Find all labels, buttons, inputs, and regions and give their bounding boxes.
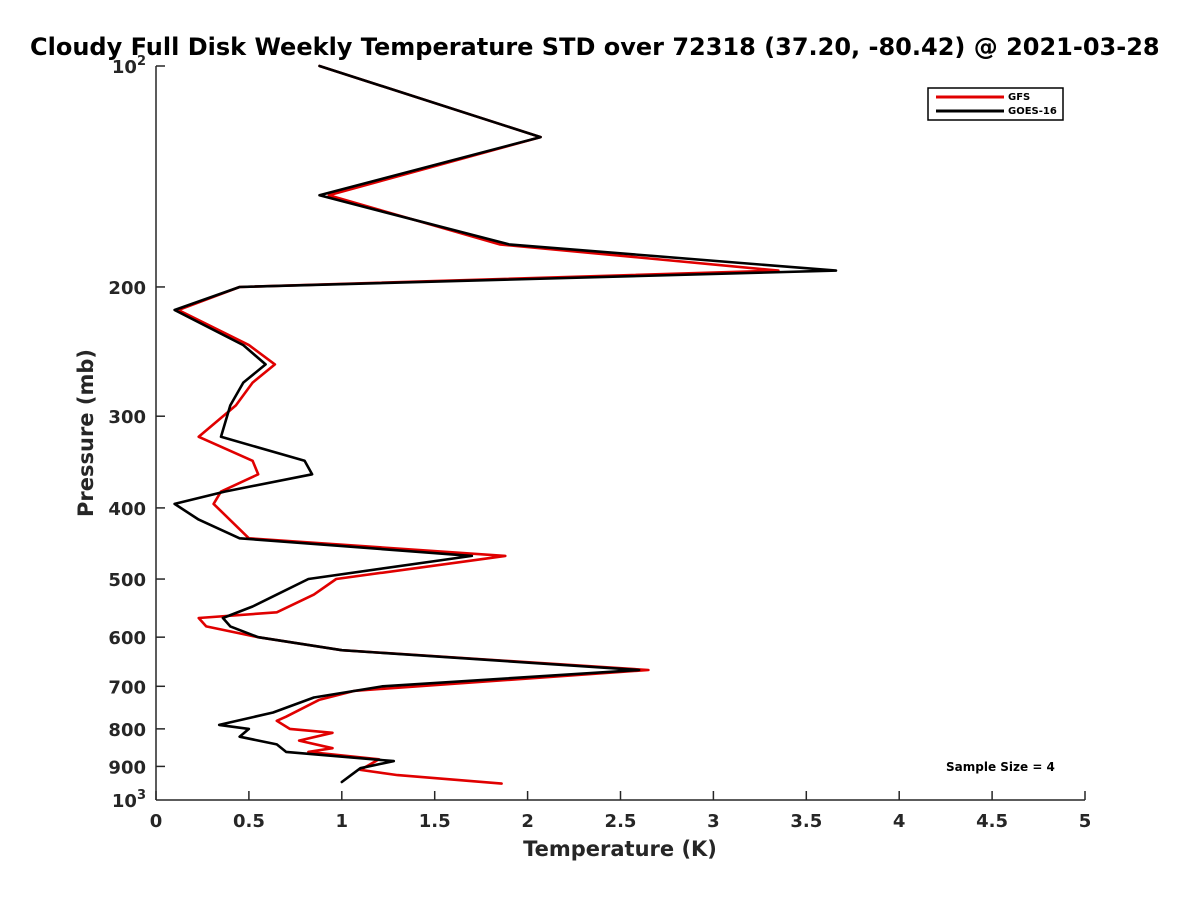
y-tick-label: 200 bbox=[108, 278, 146, 299]
x-tick-label: 5 bbox=[1079, 811, 1092, 832]
y-tick-label: 102 bbox=[112, 54, 146, 78]
y-tick-label: 800 bbox=[108, 720, 146, 741]
plot-area bbox=[156, 66, 1085, 800]
x-tick-label: 1.5 bbox=[419, 811, 451, 832]
x-tick-label: 4.5 bbox=[976, 811, 1008, 832]
x-tick-label: 3 bbox=[707, 811, 720, 832]
legend-goes-label: GOES-16 bbox=[1008, 106, 1057, 117]
series-line-gfs bbox=[177, 64, 780, 785]
y-axis-label: Pressure (mb) bbox=[74, 349, 98, 517]
series-line-goes-16 bbox=[173, 64, 838, 784]
y-tick-label: 103 bbox=[112, 788, 146, 812]
y-tick-label: 900 bbox=[108, 757, 146, 778]
sample-size-annotation: Sample Size = 4 bbox=[946, 760, 1055, 774]
x-tick-label: 0.5 bbox=[233, 811, 265, 832]
y-tick-label: 700 bbox=[108, 677, 146, 698]
y-tick-label: 600 bbox=[108, 628, 146, 649]
series-layer bbox=[173, 64, 838, 785]
plot-background bbox=[156, 66, 1085, 800]
x-tick-label: 2 bbox=[521, 811, 534, 832]
chart-title: Cloudy Full Disk Weekly Temperature STD … bbox=[30, 33, 1160, 61]
legend-box bbox=[927, 87, 1064, 121]
x-tick-label: 3.5 bbox=[790, 811, 822, 832]
axes-layer: 0 0.5 1 1.5 2 2.5 3 3.5 4 4.5 5 102 200 300 400 500 600 7… bbox=[108, 54, 1091, 832]
legend: GFS GOES-16 bbox=[927, 87, 1064, 121]
x-axis-label: Temperature (K) bbox=[523, 837, 717, 861]
x-tick-label: 2.5 bbox=[605, 811, 637, 832]
y-tick-label: 500 bbox=[108, 570, 146, 591]
x-tick-label: 0 bbox=[150, 811, 163, 832]
x-tick-label: 4 bbox=[893, 811, 906, 832]
y-tick-label: 300 bbox=[108, 407, 146, 428]
y-tick-label: 400 bbox=[108, 499, 146, 520]
x-tick-label: 1 bbox=[336, 811, 349, 832]
legend-gfs-label: GFS bbox=[1008, 92, 1030, 103]
